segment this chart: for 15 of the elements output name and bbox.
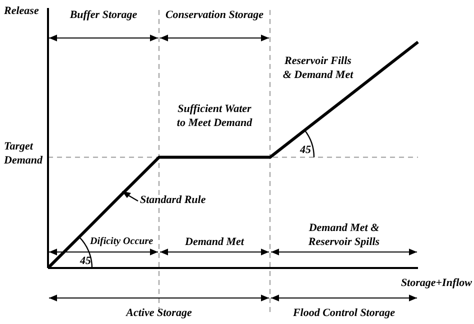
annotation: Demand Met & Reservoir Spills [307,222,380,248]
annotation: Standard Rule [140,194,206,206]
y-axis-title: Release [3,5,39,17]
annotation: Sufficient Water to Meet Demand [176,103,253,129]
annotation: Dificity Occure [89,236,154,247]
ref-line-label: Target Demand [3,140,43,166]
text: Conservation Storage [165,9,264,21]
annotation: 45 [299,144,312,156]
text: Buffer Storage [68,9,138,21]
text: Active Storage [125,307,192,319]
annotation: Reservoir Fills & Demand Met [282,55,354,81]
annotation: Demand Met [184,236,245,248]
annotation: 45 [79,255,92,267]
text: Flood Control Storage [292,307,396,319]
x-axis-title: Storage+Inflow [400,277,473,289]
